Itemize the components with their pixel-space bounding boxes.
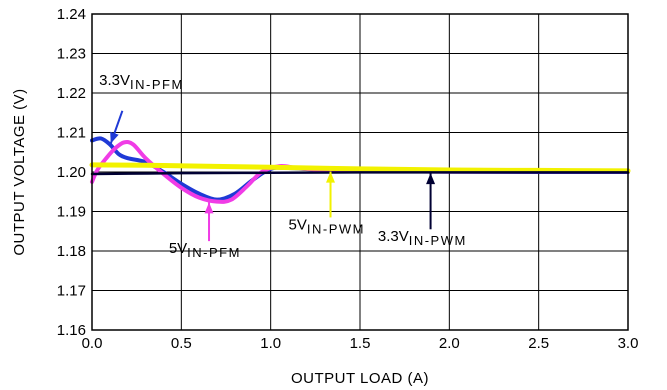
annotation-main-text: 3.3V	[99, 72, 130, 89]
annotation-main-text: 5V	[169, 240, 187, 257]
annotation-subscript-text: IN-PWM	[307, 221, 365, 236]
y-tick-label: 1.24	[57, 6, 86, 23]
x-tick-label: 1.5	[350, 335, 371, 352]
series-line-3	[89, 162, 631, 174]
annotation-subscript-text: IN-PWM	[409, 233, 467, 248]
annotation-arrow-head	[110, 131, 119, 144]
annotation-label: 3.3VIN-PWM	[378, 228, 467, 248]
y-tick-label: 1.23	[57, 46, 86, 63]
x-tick-label: 1.0	[260, 335, 281, 352]
annotation-subscript-text: IN-PFM	[187, 245, 241, 260]
y-tick-label: 1.22	[57, 85, 86, 102]
annotation-subscript-text: IN-PFM	[130, 77, 184, 92]
x-tick-label: 2.5	[528, 335, 549, 352]
y-axis-label: OUTPUT VOLTAGE (V)	[11, 88, 28, 255]
x-tick-label: 2.0	[439, 335, 460, 352]
x-axis-label: OUTPUT LOAD (A)	[291, 370, 429, 387]
annotation-label: 5VIN-PFM	[169, 240, 241, 260]
y-tick-label: 1.19	[57, 204, 86, 221]
annotation-label: 5VIN-PWM	[289, 216, 365, 236]
y-tick-label: 1.18	[57, 243, 86, 260]
annotation-label: 3.3VIN-PFM	[99, 72, 184, 92]
y-tick-label: 1.21	[57, 125, 86, 142]
annotation-arrow-head	[426, 173, 436, 185]
chart-tick-labels: 0.0 0.5 1.0 1.5 2.0 2.5 3.0 1.16 1.17 1.18 1.19 1.2…	[57, 6, 639, 352]
x-tick-label: 0.5	[171, 335, 192, 352]
plot-frame	[91, 13, 629, 331]
y-tick-label: 1.20	[57, 164, 86, 181]
x-tick-label: 0.0	[82, 335, 103, 352]
y-tick-label: 1.16	[57, 322, 86, 339]
annotation-arrow-head	[204, 202, 214, 214]
y-tick-label: 1.17	[57, 283, 86, 300]
chart-series-group	[89, 136, 631, 204]
x-tick-label: 3.0	[618, 335, 639, 352]
annotation-arrow-head	[326, 171, 336, 183]
series-line-4	[90, 171, 630, 176]
annotation-main-text: 5V	[289, 216, 307, 233]
annotation-main-text: 3.3V	[378, 228, 409, 245]
